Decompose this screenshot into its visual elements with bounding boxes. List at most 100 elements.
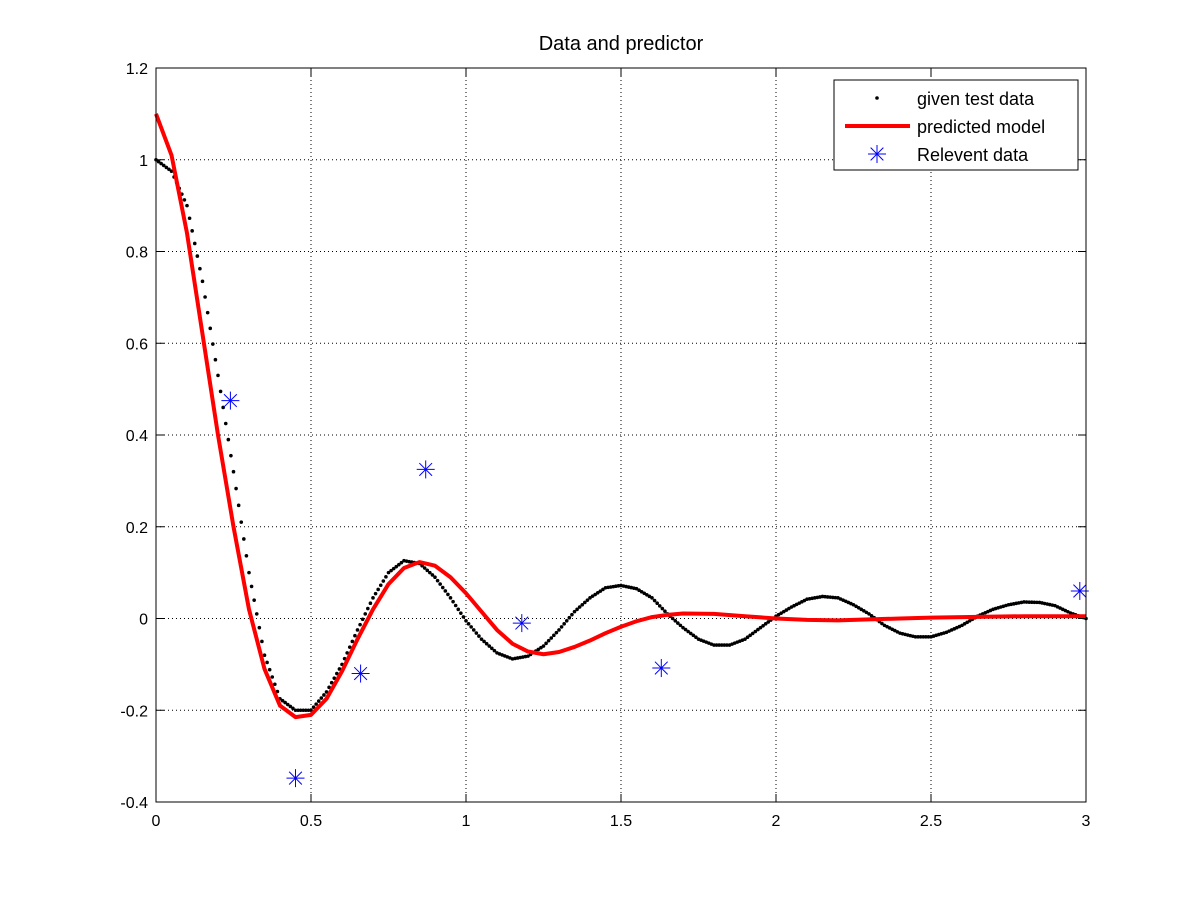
test-data-point bbox=[391, 566, 396, 571]
asterisk-stroke bbox=[654, 661, 669, 675]
test-data-point bbox=[314, 702, 318, 706]
y-tick-label: -0.4 bbox=[120, 795, 148, 812]
test-data-point bbox=[435, 578, 440, 583]
test-data-point bbox=[198, 266, 202, 271]
test-data-point bbox=[763, 622, 768, 626]
test-data-point bbox=[650, 596, 654, 600]
test-data-point bbox=[756, 627, 760, 632]
test-data-point bbox=[169, 169, 174, 174]
test-data-point bbox=[226, 437, 231, 442]
test-data-point bbox=[585, 598, 590, 602]
test-data-point bbox=[1027, 600, 1031, 604]
test-data-point bbox=[190, 229, 194, 233]
test-data-point bbox=[918, 635, 923, 639]
test-data-point bbox=[208, 326, 213, 331]
test-data-point bbox=[311, 705, 316, 709]
test-data-point bbox=[448, 596, 453, 600]
test-data-point bbox=[161, 163, 166, 168]
test-data-point bbox=[567, 615, 572, 620]
test-data-point bbox=[474, 631, 479, 635]
test-data-point bbox=[557, 628, 561, 632]
test-data-point bbox=[748, 633, 752, 638]
test-data-point bbox=[384, 575, 388, 579]
chart-title: Data and predictor bbox=[539, 33, 704, 55]
test-data-point bbox=[187, 216, 192, 221]
relevent-data-point bbox=[221, 391, 240, 410]
test-data-point bbox=[249, 584, 254, 589]
y-tick-label: 0.6 bbox=[126, 336, 148, 353]
predicted-model-line bbox=[154, 113, 1086, 720]
test-data-point bbox=[260, 639, 264, 644]
test-data-point bbox=[192, 241, 197, 246]
test-data-point bbox=[167, 167, 171, 172]
test-data-point bbox=[332, 676, 337, 680]
test-data-point bbox=[433, 575, 437, 580]
test-data-point bbox=[691, 633, 696, 638]
test-data-point bbox=[469, 625, 473, 629]
test-data-point bbox=[745, 635, 750, 640]
asterisk-stroke bbox=[1073, 584, 1087, 598]
test-data-point bbox=[655, 601, 659, 606]
x-tick-label: 2 bbox=[772, 813, 781, 830]
relevent-data-point bbox=[416, 460, 435, 479]
test-data-point bbox=[389, 568, 393, 573]
test-data-point bbox=[673, 618, 678, 623]
test-data-point bbox=[717, 643, 721, 647]
test-data-point bbox=[492, 648, 497, 653]
test-data-point bbox=[577, 605, 582, 609]
asterisk-stroke bbox=[418, 462, 433, 477]
test-data-point bbox=[329, 680, 334, 685]
x-tick-label: 1.5 bbox=[610, 813, 632, 830]
test-data-point bbox=[926, 635, 931, 639]
test-data-point bbox=[580, 602, 585, 607]
axis-ticks: 0 0.5 1 1.5 2 2.5 3 -0.4 -0.2 0 0.2 0.4 0.6 0.8 1 1.2 bbox=[120, 61, 1090, 830]
test-data-point bbox=[490, 646, 494, 651]
test-data-point bbox=[484, 641, 489, 646]
test-data-point bbox=[335, 671, 339, 676]
test-data-point bbox=[719, 643, 724, 647]
test-data-point bbox=[766, 620, 771, 624]
test-data-point bbox=[660, 606, 665, 611]
test-data-point bbox=[1024, 600, 1029, 604]
legend-asterisk bbox=[868, 145, 886, 163]
test-data-point bbox=[231, 469, 236, 474]
test-data-point bbox=[440, 585, 445, 590]
x-tick-label: 0 bbox=[152, 813, 161, 830]
test-data-point bbox=[203, 295, 207, 299]
test-data-point bbox=[247, 570, 251, 575]
test-data-point bbox=[722, 643, 727, 647]
test-data-point bbox=[590, 594, 595, 598]
test-data-point bbox=[236, 503, 241, 508]
test-data-point bbox=[205, 310, 210, 315]
test-data-point bbox=[482, 639, 486, 644]
test-data-point bbox=[652, 598, 657, 603]
test-data-point bbox=[229, 453, 233, 458]
asterisk-stroke bbox=[515, 616, 529, 630]
test-data-point bbox=[360, 617, 365, 622]
test-data-point bbox=[288, 704, 293, 709]
test-data-point bbox=[663, 609, 667, 614]
test-data-point bbox=[200, 279, 205, 284]
test-data-point bbox=[676, 621, 680, 625]
test-data-point bbox=[252, 598, 256, 602]
relevent-data-point bbox=[512, 614, 531, 633]
test-data-point bbox=[536, 647, 541, 652]
test-data-point bbox=[688, 631, 693, 636]
test-data-point bbox=[283, 700, 287, 705]
legend-marker-relevent-data bbox=[868, 145, 886, 163]
test-data-point bbox=[386, 570, 391, 575]
test-data-point bbox=[242, 537, 246, 541]
test-data-point bbox=[714, 643, 719, 647]
test-data-point bbox=[270, 675, 275, 679]
test-data-point bbox=[262, 653, 267, 657]
test-data-point bbox=[273, 682, 277, 687]
test-data-point bbox=[296, 708, 300, 713]
test-data-point bbox=[544, 641, 548, 646]
test-data-point bbox=[1032, 600, 1037, 605]
y-tick-label: 0.2 bbox=[126, 520, 148, 537]
test-data-point bbox=[820, 594, 825, 599]
test-data-point bbox=[466, 622, 471, 626]
x-tick-label: 0.5 bbox=[300, 813, 322, 830]
y-tick-label: -0.2 bbox=[120, 703, 148, 720]
test-data-point bbox=[686, 629, 690, 634]
